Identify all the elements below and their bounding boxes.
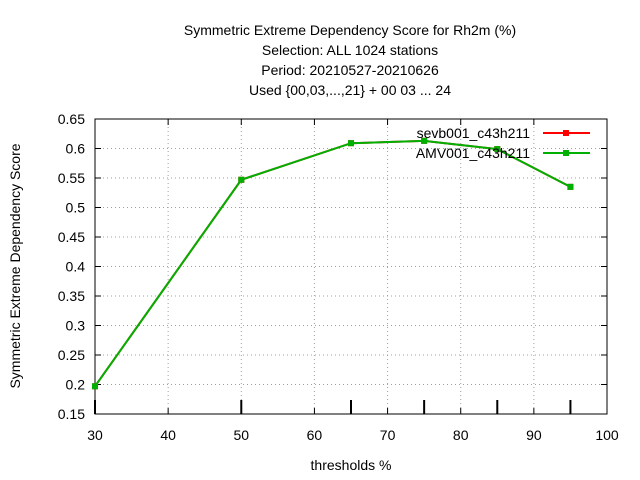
- chart-title: Symmetric Extreme Dependency Score for R…: [184, 22, 516, 98]
- y-tick-label: 0.15: [58, 406, 85, 422]
- series-line-2: [94, 139, 571, 387]
- y-axis-label: Symmetric Extreme Dependency Score: [7, 143, 23, 388]
- y-tick-label: 0.4: [66, 259, 86, 275]
- data-point: [348, 140, 354, 147]
- data-point: [421, 137, 428, 144]
- legend-marker: [563, 130, 569, 136]
- y-axis-ticks: 0.15 0.2 0.25 0.3 0.35 0.4 0.45 0.5 0.55 0.6 0.65: [58, 111, 607, 422]
- y-tick-label: 0.45: [58, 229, 85, 245]
- data-point: [494, 146, 501, 153]
- x-tick-label: 90: [526, 427, 542, 443]
- x-tick-label: 50: [233, 427, 249, 443]
- title-line: Used {00,03,...,21} + 00 03 ... 24: [249, 82, 451, 98]
- y-tick-label: 0.65: [58, 111, 85, 127]
- series: [92, 137, 574, 390]
- y-tick-label: 0.35: [58, 288, 85, 304]
- x-tick-label: 40: [160, 427, 176, 443]
- legend-label: sevb001_c43h211: [417, 125, 531, 141]
- data-point: [567, 183, 574, 190]
- legend: sevb001_c43h211 AMV001_c43h211: [416, 125, 590, 161]
- y-tick-label: 0.2: [66, 377, 86, 393]
- x-axis-label: thresholds %: [311, 457, 392, 473]
- grid: [95, 119, 607, 414]
- y-tick-label: 0.55: [58, 170, 85, 186]
- x-tick-label: 60: [307, 427, 323, 443]
- title-line: Period: 20210527-20210626: [261, 62, 439, 78]
- x-tick-label: 80: [453, 427, 469, 443]
- x-axis-ticks: 30 40 50 60 70 80 90 100: [87, 119, 619, 443]
- legend-marker: [563, 150, 569, 156]
- title-line: Selection: ALL 1024 stations: [262, 42, 438, 58]
- y-tick-label: 0.25: [58, 347, 85, 363]
- y-tick-label: 0.5: [66, 200, 86, 216]
- y-tick-label: 0.6: [66, 141, 86, 157]
- y-tick-label: 0.3: [66, 318, 86, 334]
- data-point: [238, 176, 245, 183]
- data-point: [92, 383, 98, 390]
- legend-label: AMV001_c43h211: [416, 145, 530, 161]
- x-tick-label: 70: [380, 427, 396, 443]
- threshold-marks: [94, 400, 572, 414]
- title-line: Symmetric Extreme Dependency Score for R…: [184, 22, 516, 38]
- x-tick-label: 100: [595, 427, 619, 443]
- x-tick-label: 30: [87, 427, 103, 443]
